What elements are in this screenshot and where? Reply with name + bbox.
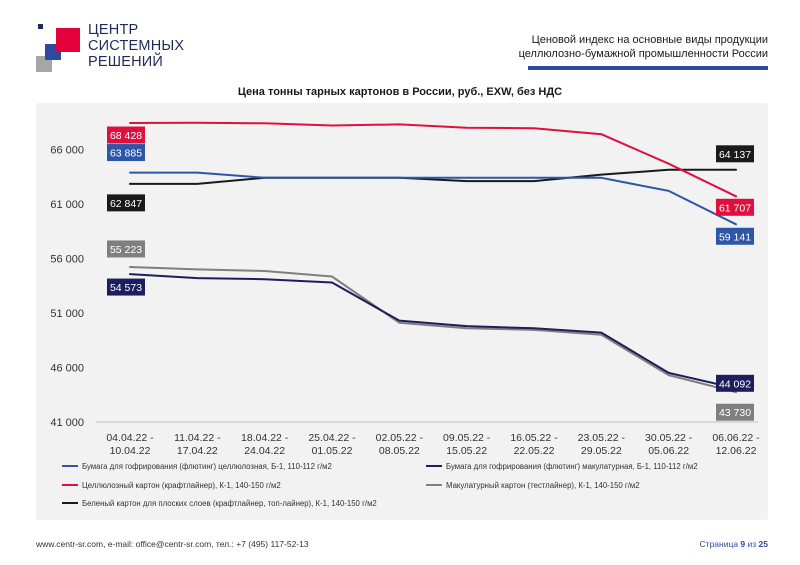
- x-tick-label-line: 18.04.22 -: [241, 432, 289, 444]
- x-tick-label-line: 25.04.22 -: [308, 432, 356, 444]
- data-label: 62 847: [110, 198, 142, 210]
- x-tick-label-line: 22.05.22: [514, 445, 555, 457]
- x-tick-label: 18.04.22 -24.04.22: [241, 432, 289, 457]
- logo-red-square: [56, 28, 80, 52]
- logo-text: ЦЕНТР СИСТЕМНЫХ РЕШЕНИЙ: [88, 22, 184, 70]
- x-tick-label: 25.04.22 -01.05.22: [308, 432, 356, 457]
- page-current: 9: [740, 539, 746, 549]
- y-tick-label: 46 000: [50, 363, 84, 375]
- header-title: Ценовой индекс на основные виды продукци…: [468, 33, 768, 61]
- x-tick-label: 16.05.22 -22.05.22: [510, 432, 558, 457]
- legend-label: Бумага для гофрирования (флютинг) целлюл…: [82, 462, 332, 471]
- footer-page-number: Страница 9 из 25: [700, 539, 768, 549]
- x-tick-label-line: 16.05.22 -: [510, 432, 558, 444]
- x-tick-label: 06.06.22 -12.06.22: [712, 432, 760, 457]
- x-tick-label-line: 12.06.22: [716, 445, 757, 457]
- x-tick-label-line: 23.05.22 -: [578, 432, 626, 444]
- data-label: 63 885: [110, 148, 142, 160]
- page-prefix: Страница: [699, 539, 741, 549]
- company-logo: [36, 24, 80, 72]
- x-tick-label-line: 09.05.22 -: [443, 432, 491, 444]
- x-tick-label: 09.05.22 -15.05.22: [443, 432, 491, 457]
- y-tick-label: 51 000: [50, 308, 84, 320]
- data-label-box: [716, 374, 754, 392]
- logo-line-3: РЕШЕНИЙ: [88, 54, 164, 70]
- data-label: 59 141: [719, 231, 751, 243]
- logo-line-1: ЦЕНТР: [88, 22, 139, 38]
- x-tick-label-line: 04.04.22 -: [106, 432, 154, 444]
- data-label-box: [716, 198, 754, 216]
- data-label-box: [107, 126, 145, 144]
- x-tick-label-line: 15.05.22: [446, 445, 487, 457]
- x-tick-label-line: 17.04.22: [177, 445, 218, 457]
- data-label: 64 137: [719, 149, 751, 161]
- page-total: 25: [758, 539, 768, 549]
- x-tick-label: 11.04.22 -17.04.22: [174, 432, 221, 457]
- footer-contacts: www.centr-sr.com, e-mail: office@centr-s…: [36, 539, 309, 549]
- data-label: 44 092: [719, 378, 751, 390]
- x-tick-label-line: 08.05.22: [379, 445, 420, 457]
- x-tick-label-line: 10.04.22: [110, 445, 151, 457]
- data-label: 68 428: [110, 130, 142, 142]
- data-label-box: [716, 403, 754, 421]
- page-mid: из: [745, 539, 759, 549]
- x-tick-label: 23.05.22 -29.05.22: [578, 432, 626, 457]
- series-line: [129, 168, 737, 185]
- y-tick-label: 41 000: [50, 417, 84, 429]
- x-tick-label-line: 11.04.22 -: [174, 432, 221, 444]
- series-line: [129, 266, 737, 394]
- x-tick-label-line: 24.04.22: [244, 445, 285, 457]
- series-line: [129, 121, 737, 198]
- legend-label: Целлюлозный картон (крафтлайнер), К-1, 1…: [82, 481, 281, 490]
- series-line: [129, 171, 737, 226]
- legend-label: Беленый картон для плоских слоев (крафтл…: [82, 499, 377, 508]
- header-title-line-1: Ценовой индекс на основные виды продукци…: [531, 34, 768, 46]
- data-label: 61 707: [719, 202, 751, 214]
- data-label-box: [716, 145, 754, 163]
- data-label-box: [107, 278, 145, 296]
- header-rule: [528, 66, 768, 70]
- data-label: 43 730: [719, 407, 751, 419]
- x-tick-label-line: 29.05.22: [581, 445, 622, 457]
- logo-small-square: [38, 24, 43, 29]
- data-label: 54 573: [110, 282, 142, 294]
- y-tick-label: 61 000: [50, 199, 84, 211]
- chart-title: Цена тонны тарных картонов в России, руб…: [237, 86, 563, 98]
- x-tick-label-line: 02.05.22 -: [376, 432, 424, 444]
- data-label-box: [107, 240, 145, 258]
- x-tick-label-line: 05.06.22: [648, 445, 689, 457]
- x-tick-label: 02.05.22 -08.05.22: [376, 432, 424, 457]
- chart-area: 41 000 46 000 51 000 56 000 61 000 66 000 04.0…: [36, 103, 768, 520]
- legend-label: Макулатурный картон (тестлайнер), К-1, 1…: [446, 481, 640, 490]
- logo-line-2: СИСТЕМНЫХ: [88, 38, 185, 54]
- y-tick-label: 56 000: [50, 254, 84, 266]
- header-title-line-2: целлюлозно-бумажной промышленности Росси…: [518, 48, 768, 60]
- x-tick-label-line: 01.05.22: [312, 445, 353, 457]
- legend-label: Бумага для гофрирования (флютинг) макула…: [446, 462, 698, 471]
- x-tick-label-line: 06.06.22 -: [712, 432, 760, 444]
- data-label-box: [107, 144, 145, 162]
- x-tick-label: 30.05.22 -05.06.22: [645, 432, 693, 457]
- x-tick-label: 04.04.22 -10.04.22: [106, 432, 154, 457]
- data-label-box: [107, 194, 145, 212]
- y-tick-label: 66 000: [50, 145, 84, 157]
- data-label: 55 223: [110, 244, 142, 256]
- line-chart: 41 000 46 000 51 000 56 000 61 000 66 000 04.0…: [50, 121, 760, 508]
- data-label-box: [716, 227, 754, 245]
- series-line: [129, 273, 737, 390]
- x-tick-label-line: 30.05.22 -: [645, 432, 693, 444]
